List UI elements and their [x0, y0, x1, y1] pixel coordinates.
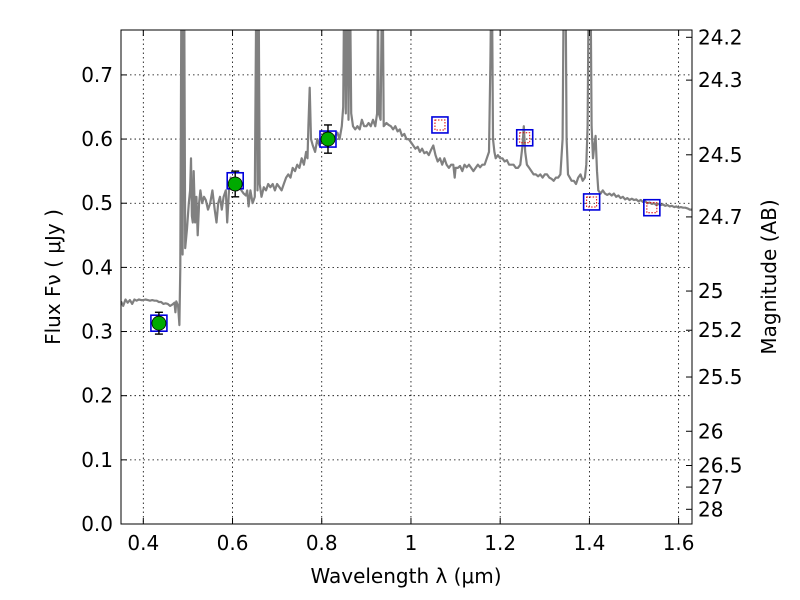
- x-axis-label: Wavelength λ (μm): [310, 564, 501, 588]
- magnitude-tick-label: 27: [698, 475, 723, 499]
- magnitude-tick-label: 25.5: [698, 365, 743, 389]
- magnitude-tick-label: 24.7: [698, 205, 743, 229]
- x-tick-label: 1.2: [484, 531, 516, 555]
- x-tick-label: 1.6: [663, 531, 695, 555]
- x-tick-label: 1.4: [573, 531, 605, 555]
- x-tick-label: 0.4: [127, 531, 159, 555]
- y-tick-label: 0.2: [81, 384, 113, 408]
- model-photometry-box: [515, 128, 534, 147]
- x-tick-label: 1: [405, 531, 418, 555]
- model-photometry-box: [643, 198, 661, 217]
- y-tick-label: 0.6: [81, 127, 113, 151]
- model-spectrum-layer: [121, 30, 692, 327]
- y2-axis-label: Magnitude (AB): [757, 199, 781, 354]
- model-spectrum-line: [121, 30, 692, 327]
- magnitude-tick-label: 26.5: [698, 453, 743, 477]
- x-tick-label: 0.6: [217, 531, 249, 555]
- magnitude-tick-label: 26: [698, 419, 723, 443]
- magnitude-tick-label: 24.2: [698, 25, 743, 49]
- y-tick-label: 0.7: [81, 63, 113, 87]
- axis-ticks: [121, 30, 692, 525]
- non-detection-marker: [646, 202, 658, 214]
- detection-point: [227, 176, 243, 192]
- non-detection-marker: [434, 119, 446, 131]
- x-tick-label: 0.8: [306, 531, 338, 555]
- detection-point: [320, 131, 336, 147]
- non-detection-marker: [519, 132, 531, 144]
- magnitude-tick-label: 28: [698, 497, 723, 521]
- model-photometry-box: [582, 193, 601, 211]
- non-detection-marker: [586, 196, 598, 208]
- plot-background: [121, 30, 692, 524]
- model-photometry-box: [431, 116, 449, 134]
- photometry-markers: [150, 116, 661, 335]
- magnitude-tick-label: 24.3: [698, 68, 743, 92]
- y-tick-labels: 0.0 0.1 0.2 0.3 0.4 0.5 0.6 0.7: [81, 63, 113, 536]
- magnitude-tick-label: 24.5: [698, 143, 743, 167]
- y-tick-label: 0.4: [81, 255, 113, 279]
- y-tick-label: 0.1: [81, 448, 113, 472]
- detection-point: [151, 315, 167, 331]
- plot-frame: [120, 29, 693, 525]
- magnitude-tick-label: 25: [698, 279, 723, 303]
- y-tick-label: 0.3: [81, 320, 113, 344]
- y-axis-label: Flux Fν ( μJy ): [41, 209, 65, 345]
- magnitude-tick-label: 25.2: [698, 318, 743, 342]
- x-tick-labels: 0.4 0.6 0.8 1 1.2 1.4 1.6: [127, 531, 694, 555]
- y-tick-label: 0.5: [81, 191, 113, 215]
- y-tick-label: 0.0: [81, 512, 113, 536]
